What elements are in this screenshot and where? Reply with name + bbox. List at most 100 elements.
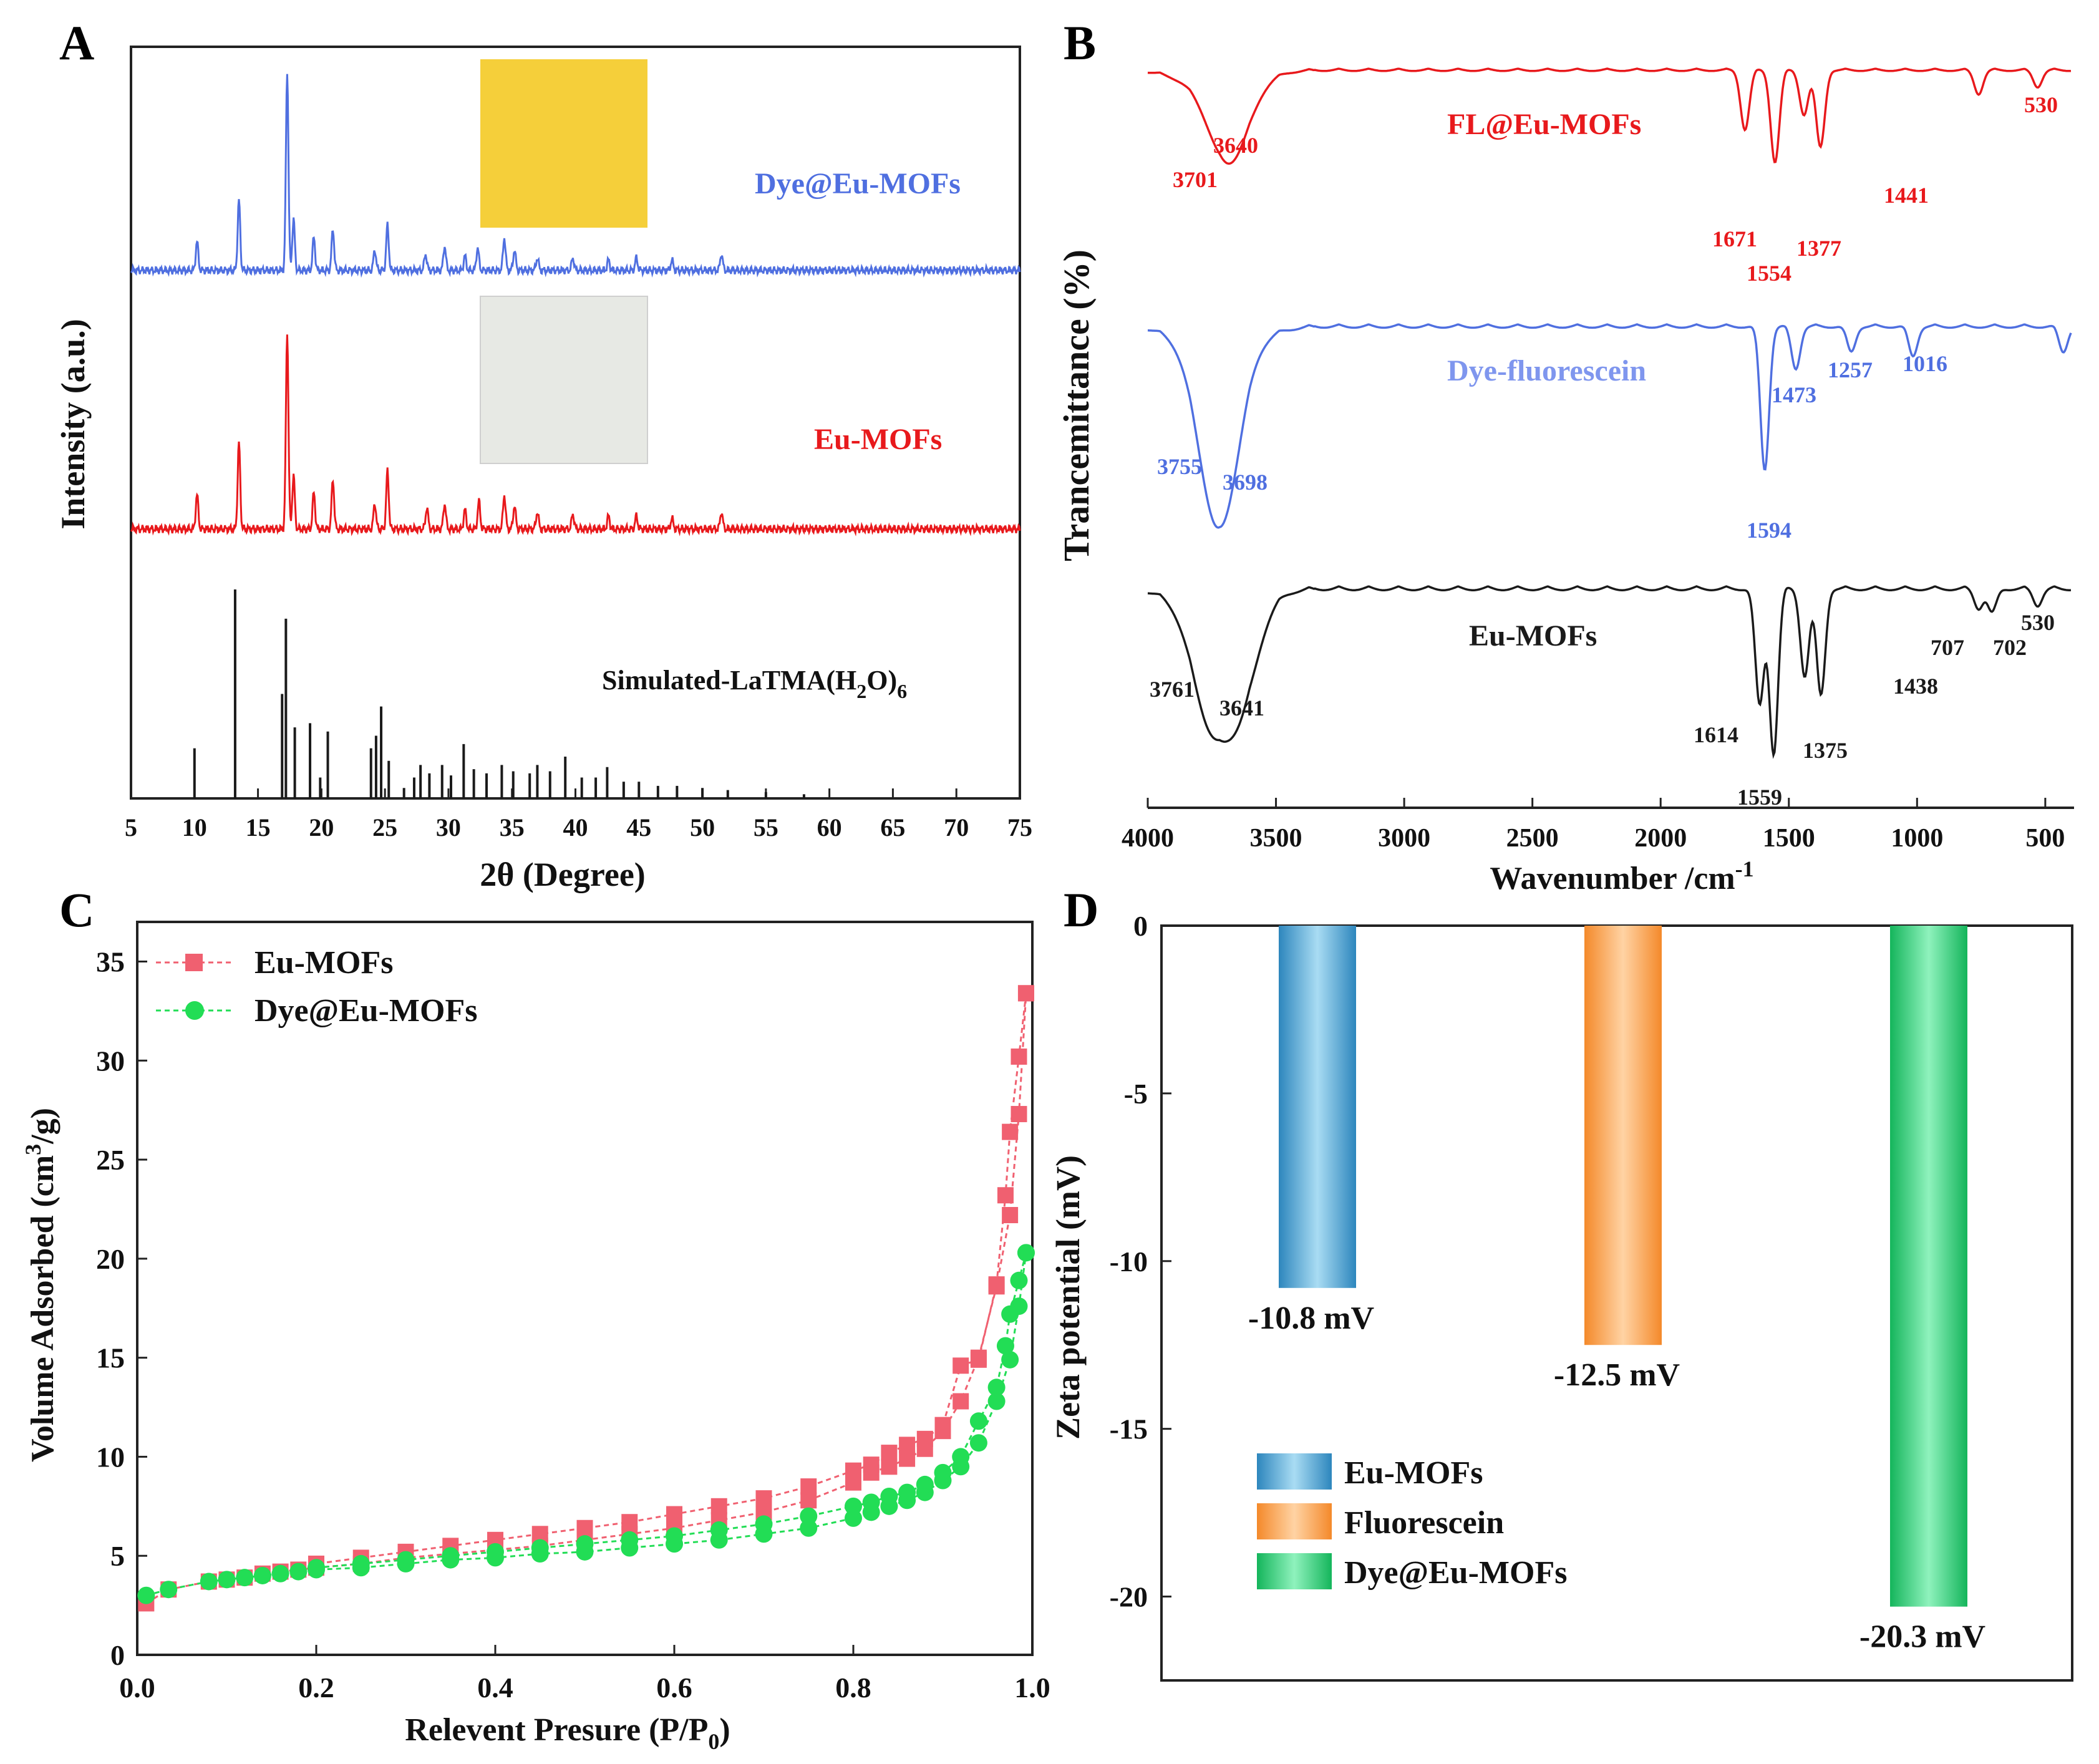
bet-point [397, 1551, 415, 1569]
bet-axes: 0.0 0.2 0.4 0.6 0.8 1.0 0 5 10 15 20 25 30 35 [96, 946, 1050, 1703]
panel-letter-d: D [1064, 883, 1098, 937]
ftir-y-axis-label: Trancemittance (%) [1056, 250, 1097, 561]
ftir-x-axis: 4000 3500 3000 2500 2000 1500 1000 500 [1122, 798, 2065, 853]
bet-point [710, 1498, 727, 1514]
ftir-peak-label: 707 [1931, 635, 1964, 660]
zeta-bar [1279, 926, 1356, 1288]
bet-point [576, 1519, 593, 1536]
bet-point [1017, 1244, 1035, 1262]
bet-point [899, 1450, 916, 1467]
xrd-x-tick-label: 55 [754, 813, 778, 841]
ftir-peak-label: 1473 [1772, 382, 1816, 407]
ftir-peak-label: 1614 [1694, 722, 1738, 747]
bet-y-tick-label: 20 [96, 1243, 125, 1275]
bet-point [621, 1514, 638, 1531]
bet-y-tick-label: 5 [110, 1540, 125, 1572]
bet-point [1001, 1350, 1019, 1369]
xrd-x-tick-label: 5 [125, 813, 137, 841]
bet-y-tick-label: 0 [110, 1639, 125, 1671]
dye-fluorescein-label: Dye-fluorescein [1447, 354, 1646, 387]
bet-point [1001, 1305, 1019, 1323]
xrd-x-tick-label: 70 [944, 813, 969, 841]
eu-mofs-ftir-label: Eu-MOFs [1469, 619, 1597, 652]
zeta-bars: -10.8 mV -12.5 mV -20.3 mV [1248, 926, 1985, 1655]
ftir-peak-labels: 3701 3640 1671 1554 1441 1377 530 3755 3698 1594 1… [1150, 92, 2058, 810]
bet-point [916, 1430, 933, 1447]
bet-point [666, 1527, 683, 1545]
zeta-y-tick-label: -15 [1110, 1413, 1148, 1445]
bet-point [1002, 1207, 1019, 1223]
xrd-y-axis-label: Intensity (a.u.) [54, 319, 92, 530]
ftir-peak-label: 1594 [1747, 518, 1791, 543]
ftir-peak-label: 1438 [1893, 674, 1938, 699]
legend-dye-eu-mofs-zeta: Dye@Eu-MOFs [1344, 1555, 1567, 1591]
bet-x-tick-label: 0.4 [477, 1672, 513, 1703]
bet-point [953, 1393, 969, 1410]
bet-point [160, 1581, 178, 1599]
ftir-x-tick-label: 500 [2025, 824, 2065, 853]
bet-point [881, 1458, 898, 1475]
fl-eu-mofs-label: FL@Eu-MOFs [1447, 108, 1641, 141]
xrd-x-tick-label: 15 [246, 813, 271, 841]
bet-y-tick-label: 30 [96, 1045, 125, 1077]
bet-x-tick-label: 0.0 [119, 1672, 155, 1703]
bet-point [969, 1434, 987, 1452]
zeta-bar [1890, 926, 1967, 1607]
bet-point [755, 1490, 772, 1507]
ftir-peak-label: 530 [2024, 92, 2058, 117]
bet-point [952, 1448, 970, 1466]
ftir-x-tick-label: 1000 [1891, 824, 1943, 853]
bet-plot-frame [136, 921, 1034, 1656]
bet-point [987, 1379, 1006, 1397]
ftir-peak-label: 3641 [1219, 695, 1264, 720]
legend-swatch-fluorescein [1257, 1503, 1332, 1539]
legend-eu-mofs: Eu-MOFs [254, 945, 393, 981]
ftir-peak-label: 1016 [1903, 351, 1947, 376]
xrd-x-tick-label: 50 [690, 813, 715, 841]
bet-point [996, 1337, 1014, 1355]
xrd-x-tick-label: 45 [626, 813, 651, 841]
zeta-value-label: -10.8 mV [1248, 1301, 1374, 1336]
ftir-peak-label: 1257 [1828, 357, 1873, 382]
ftir-x-tick-label: 2500 [1506, 824, 1559, 853]
ftir-peak-label: 3701 [1173, 167, 1218, 192]
ftir-peak-label: 702 [1993, 635, 2027, 660]
bet-point [755, 1515, 773, 1533]
ftir-x-tick-label: 4000 [1122, 824, 1174, 853]
legend-fluorescein: Fluorescein [1344, 1505, 1504, 1541]
xrd-trace-dye-eu-mofs [130, 74, 1021, 278]
bet-traces [137, 985, 1035, 1612]
xrd-x-tick-label: 75 [1007, 813, 1032, 841]
ftir-panel: 4000 3500 3000 2500 2000 1500 1000 500 3701 3640… [1056, 67, 2074, 896]
legend-dye-eu-mofs: Dye@Eu-MOFs [254, 993, 477, 1029]
zeta-value-label: -12.5 mV [1554, 1357, 1680, 1393]
xrd-panel: 5 10 15 20 25 30 35 40 45 50 55 60 65 70 75 Dye@Eu-MOF… [54, 46, 1032, 893]
bet-point [137, 1586, 155, 1604]
bet-point [308, 1559, 325, 1577]
bet-point [1011, 1048, 1027, 1065]
bet-point [934, 1417, 951, 1433]
eu-mofs-label: Eu-MOFs [814, 423, 942, 456]
bet-point [1002, 1123, 1019, 1140]
xrd-x-tick-label: 40 [563, 813, 588, 841]
bet-point [289, 1563, 308, 1581]
legend-swatch-eu-mofs [1257, 1453, 1332, 1490]
ftir-trace [1147, 585, 2072, 759]
bet-x-tick-label: 1.0 [1014, 1672, 1050, 1703]
xrd-x-axis-label: 2θ (Degree) [480, 856, 646, 893]
bet-point [800, 1478, 817, 1495]
ftir-peak-label: 3640 [1213, 133, 1258, 158]
ftir-peak-label: 1375 [1803, 738, 1848, 763]
ftir-peak-label: 1441 [1884, 183, 1929, 208]
bet-point [988, 1276, 1005, 1293]
ftir-x-axis-label: Wavenumber /cm-1 [1490, 856, 1753, 896]
zeta-bar [1584, 926, 1662, 1345]
ftir-peak-label: 1377 [1796, 236, 1841, 261]
ftir-traces [1147, 67, 2072, 759]
xrd-trace-eu-mofs [130, 334, 1021, 536]
bet-point [898, 1483, 916, 1501]
bet-point [899, 1437, 916, 1453]
panel-letter-a: A [59, 16, 94, 70]
ftir-peak-label: 530 [2021, 610, 2055, 635]
